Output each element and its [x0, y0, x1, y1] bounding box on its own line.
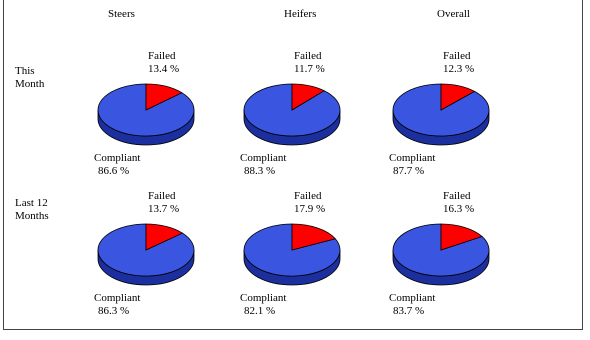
- failed-label-last-12-months-overall: Failed: [443, 190, 471, 202]
- compliant-value-this-month-overall: 87.7 %: [393, 165, 424, 177]
- row-label-this-month-line-1: This: [15, 65, 35, 77]
- slice-compliant-this-month-heifers: [243, 83, 341, 137]
- slice-failed-this-month-steers: [145, 83, 183, 111]
- compliant-label-this-month-overall: Compliant: [389, 152, 435, 164]
- compliant-label-last-12-months-heifers: Compliant: [240, 292, 286, 304]
- failed-label-last-12-months-steers: Failed: [148, 190, 176, 202]
- slice-compliant-this-month-steers: [97, 83, 195, 137]
- compliant-value-this-month-steers: 86.6 %: [98, 165, 129, 177]
- failed-value-this-month-steers: 13.4 %: [148, 63, 179, 75]
- failed-value-last-12-months-heifers: 17.9 %: [294, 203, 325, 215]
- failed-label-this-month-steers: Failed: [148, 50, 176, 62]
- row-label-last-12-months-line-1: Last 12: [15, 197, 48, 209]
- column-header-steers: Steers: [108, 8, 135, 20]
- compliant-value-this-month-heifers: 88.3 %: [244, 165, 275, 177]
- column-header-overall: Overall: [437, 8, 470, 20]
- row-label-this-month-line-2: Month: [15, 78, 45, 90]
- compliant-value-last-12-months-steers: 86.3 %: [98, 305, 129, 317]
- compliant-value-last-12-months-heifers: 82.1 %: [244, 305, 275, 317]
- compliant-value-last-12-months-overall: 83.7 %: [393, 305, 424, 317]
- compliant-label-last-12-months-steers: Compliant: [94, 292, 140, 304]
- failed-value-last-12-months-overall: 16.3 %: [443, 203, 474, 215]
- failed-value-this-month-overall: 12.3 %: [443, 63, 474, 75]
- slice-failed-this-month-heifers: [291, 83, 326, 111]
- slice-failed-this-month-overall: [440, 83, 476, 111]
- row-label-last-12-months-line-2: Months: [15, 210, 49, 222]
- slice-compliant-last-12-months-steers: [97, 223, 195, 277]
- slice-failed-last-12-months-heifers: [291, 223, 337, 251]
- column-header-heifers: Heifers: [284, 8, 316, 20]
- failed-label-this-month-heifers: Failed: [294, 50, 322, 62]
- failed-value-this-month-heifers: 11.7 %: [294, 63, 325, 75]
- row-label-this-month: This Month: [15, 65, 45, 90]
- row-label-last-12-months: Last 12 Months: [15, 197, 50, 222]
- compliant-label-this-month-steers: Compliant: [94, 152, 140, 164]
- slice-failed-last-12-months-steers: [145, 223, 184, 251]
- failed-label-last-12-months-heifers: Failed: [294, 190, 322, 202]
- slice-failed-last-12-months-overall: [440, 223, 483, 251]
- failed-label-this-month-overall: Failed: [443, 50, 471, 62]
- compliant-label-this-month-heifers: Compliant: [240, 152, 286, 164]
- failed-value-last-12-months-steers: 13.7 %: [148, 203, 179, 215]
- compliant-label-last-12-months-overall: Compliant: [389, 292, 435, 304]
- chart-frame: [3, 0, 583, 330]
